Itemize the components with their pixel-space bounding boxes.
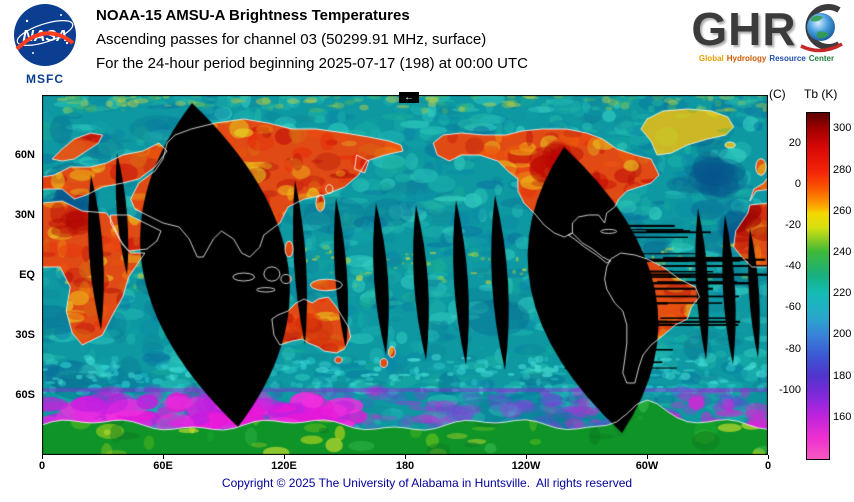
colorbar-unit-celsius: (C): [769, 87, 786, 101]
celsius-tick--20: -20: [785, 218, 801, 231]
lon-tick-0: 0: [38, 460, 46, 472]
lat-tick-60N: 60N: [14, 149, 35, 161]
lon-tick-mark: [647, 455, 648, 459]
ghrc-tagline-word: Center: [808, 54, 835, 63]
ghrc-tagline-word: Hydrology: [726, 54, 767, 63]
celsius-tick-20: 20: [788, 136, 801, 149]
kelvin-tick-220: 220: [833, 287, 852, 300]
lat-tick-EQ: EQ: [19, 269, 35, 281]
map-canvas: [42, 95, 768, 455]
lon-tick-mark: [284, 455, 285, 459]
ghrc-tagline-word: Global: [698, 54, 724, 63]
ghrc-globe-icon: [799, 4, 843, 53]
ghrc-letters: GHR: [691, 3, 797, 55]
title-block: NOAA-15 AMSU-A Brightness Temperatures A…: [96, 7, 528, 79]
nasa-logo: NASA MSFC: [12, 3, 78, 86]
lat-tick-30N: 30N: [14, 209, 35, 221]
kelvin-tick-260: 260: [833, 204, 852, 217]
ghrc-tagline-word: Resource: [769, 54, 806, 63]
lon-tick-mark: [42, 455, 43, 459]
lon-tick-0: 0: [764, 460, 772, 472]
lon-tick-180: 180: [395, 460, 415, 472]
kelvin-tick-180: 180: [833, 369, 852, 382]
celsius-tick-0: 0: [794, 177, 801, 190]
lon-tick-60E: 60E: [153, 460, 173, 472]
kelvin-tick-280: 280: [833, 163, 852, 176]
celsius-tick--60: -60: [785, 301, 801, 314]
ghrc-tagline: Global Hydrology Resource Center: [684, 54, 852, 63]
map-arrow-icon: ←: [399, 92, 419, 103]
page-title: NOAA-15 AMSU-A Brightness Temperatures: [96, 7, 410, 24]
subtitle-period: For the 24-hour period beginning 2025-07…: [96, 55, 528, 72]
lon-tick-mark: [405, 455, 406, 459]
ghrc-logo: GHR Global Hydrology Resource Center: [684, 2, 852, 63]
lon-tick-mark: [768, 455, 769, 459]
celsius-tick--40: -40: [785, 260, 801, 273]
celsius-tick--80: -80: [785, 342, 801, 355]
kelvin-tick-200: 200: [833, 328, 852, 341]
nasa-meatball-icon: NASA: [14, 4, 76, 66]
lat-tick-30S: 30S: [15, 329, 35, 341]
colorbar: [806, 112, 830, 460]
kelvin-tick-160: 160: [833, 410, 852, 423]
kelvin-tick-240: 240: [833, 246, 852, 259]
msfc-label: MSFC: [26, 72, 64, 86]
colorbar-unit-kelvin: Tb (K): [804, 87, 838, 101]
lon-tick-120E: 120E: [271, 460, 297, 472]
lon-tick-60W: 60W: [635, 460, 659, 472]
celsius-tick--100: -100: [778, 383, 801, 396]
kelvin-tick-300: 300: [833, 122, 852, 135]
footer-copyright: Copyright © 2025 The University of Alaba…: [221, 476, 633, 490]
lat-tick-60S: 60S: [15, 389, 35, 401]
lon-tick-mark: [526, 455, 527, 459]
lon-tick-mark: [163, 455, 164, 459]
lon-tick-120W: 120W: [511, 460, 541, 472]
subtitle-channel: Ascending passes for channel 03 (50299.9…: [96, 31, 487, 48]
